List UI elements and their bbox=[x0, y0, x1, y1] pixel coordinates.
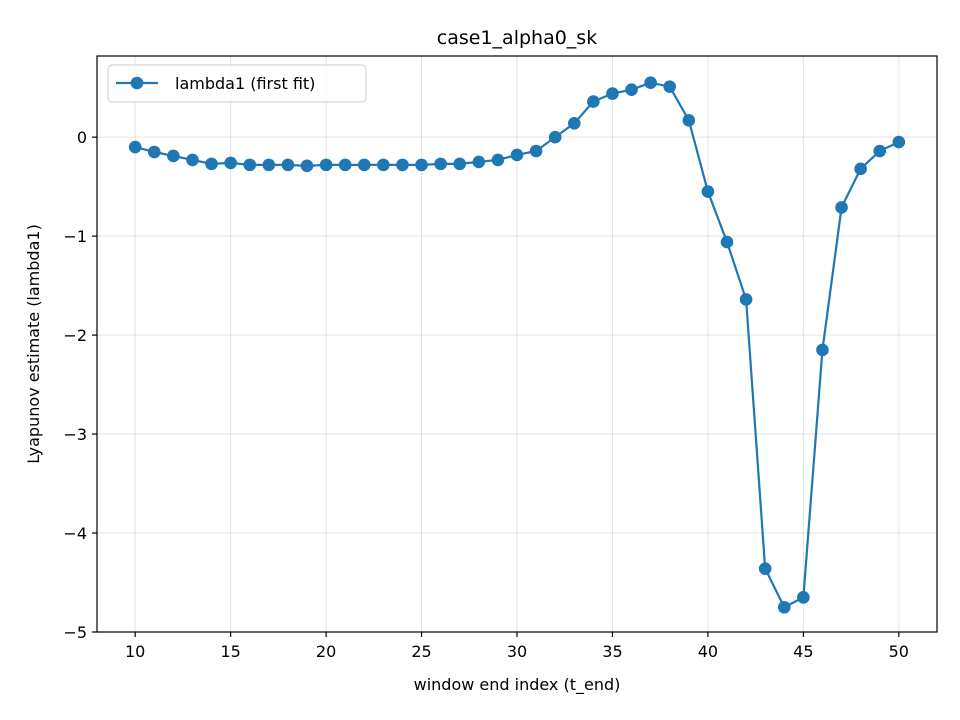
legend-marker-swatch bbox=[130, 76, 144, 90]
data-point bbox=[415, 158, 428, 172]
y-tick-label: 0 bbox=[77, 128, 87, 147]
data-point bbox=[892, 135, 906, 149]
data-point bbox=[453, 157, 467, 171]
data-point bbox=[262, 158, 276, 172]
data-point bbox=[529, 144, 543, 158]
data-point bbox=[281, 158, 295, 172]
y-tick-label: −4 bbox=[63, 524, 87, 543]
data-point bbox=[491, 153, 505, 167]
x-axis-label: window end index (t_end) bbox=[414, 675, 621, 695]
x-tick-label: 30 bbox=[507, 642, 527, 661]
chart-title: case1_alpha0_sk bbox=[437, 27, 597, 49]
legend: lambda1 (first fit) bbox=[107, 64, 367, 103]
data-point bbox=[147, 145, 161, 159]
x-tick-label: 35 bbox=[602, 642, 622, 661]
data-point bbox=[797, 591, 810, 604]
x-tick-label: 25 bbox=[411, 642, 431, 661]
data-point bbox=[128, 140, 142, 154]
data-point bbox=[205, 157, 218, 171]
data-point bbox=[644, 76, 657, 90]
y-tick-label: −2 bbox=[63, 326, 87, 345]
data-point bbox=[243, 158, 257, 172]
data-point bbox=[606, 87, 619, 100]
x-tick-label: 15 bbox=[220, 642, 240, 661]
x-tick-label: 10 bbox=[125, 642, 145, 661]
y-tick-label: −3 bbox=[63, 425, 87, 444]
axis-ticks: 10 15 20 25 30 35 40 45 50 0 −1 −2 −3 −4 −5 bbox=[63, 128, 909, 661]
data-point bbox=[548, 130, 562, 144]
data-point bbox=[186, 153, 199, 167]
data-point bbox=[567, 116, 581, 130]
data-point bbox=[434, 157, 447, 171]
data-point bbox=[357, 158, 371, 172]
data-point bbox=[739, 293, 753, 306]
data-point bbox=[701, 185, 715, 198]
data-point bbox=[319, 158, 333, 172]
data-point bbox=[663, 80, 677, 93]
x-tick-label: 40 bbox=[698, 642, 718, 661]
data-point bbox=[758, 562, 772, 575]
data-point bbox=[396, 158, 409, 172]
data-point bbox=[510, 148, 524, 162]
data-point bbox=[873, 144, 887, 158]
data-point bbox=[816, 343, 829, 357]
data-point bbox=[777, 600, 791, 614]
x-tick-label: 20 bbox=[316, 642, 336, 661]
series-layer bbox=[128, 76, 906, 614]
x-tick-label: 50 bbox=[889, 642, 909, 661]
y-tick-label: −1 bbox=[63, 227, 87, 246]
data-point bbox=[472, 155, 486, 169]
data-point bbox=[300, 159, 314, 173]
y-tick-label: −5 bbox=[63, 623, 87, 642]
data-point bbox=[625, 83, 638, 96]
legend-box bbox=[107, 64, 367, 103]
y-axis-label: Lyapunov estimate (lambda1) bbox=[24, 224, 43, 464]
data-point bbox=[682, 114, 696, 127]
data-point bbox=[835, 201, 848, 214]
data-point bbox=[854, 162, 867, 176]
data-point bbox=[338, 158, 352, 172]
data-point bbox=[377, 158, 390, 172]
x-tick-label: 45 bbox=[793, 642, 813, 661]
legend-entry-label: lambda1 (first fit) bbox=[175, 74, 315, 93]
data-point bbox=[224, 156, 237, 170]
data-point bbox=[167, 149, 180, 163]
grid bbox=[97, 56, 937, 633]
data-point bbox=[720, 235, 734, 249]
data-point bbox=[587, 95, 600, 108]
